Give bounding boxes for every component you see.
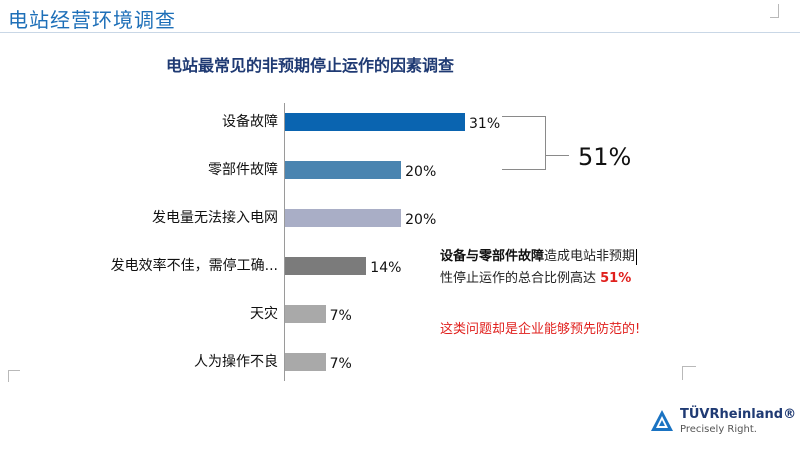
category-label: 天灾: [250, 306, 278, 322]
company-logo: TÜVRheinland® Precisely Right.: [650, 405, 796, 441]
logo-tagline: Precisely Right.: [680, 424, 757, 435]
bar: [285, 161, 402, 179]
category-label: 发电效率不佳，需停工确...: [110, 258, 278, 274]
bracket-bottom: [502, 169, 546, 170]
title-divider: [0, 32, 800, 33]
warning-text: 这类问题却是企业能够预先防范的!: [440, 322, 641, 337]
bar: [285, 353, 326, 371]
note-line-2: 性停止运作的总合比例高达 51%: [440, 268, 700, 290]
note-bold: 设备与零部件故障: [440, 249, 545, 264]
bracket-vertical: [545, 116, 546, 170]
corner-mark: [770, 17, 779, 18]
value-label: 20%: [405, 212, 437, 228]
category-label: 设备故障: [222, 114, 278, 130]
value-label: 7%: [329, 308, 352, 324]
value-label: 20%: [405, 164, 437, 180]
category-label: 人为操作不良: [194, 354, 278, 370]
corner-mark: [8, 370, 20, 371]
bracket-top: [502, 116, 546, 117]
note-text-1: 造成电站非预期: [544, 249, 636, 264]
corner-mark: [8, 370, 9, 382]
note-box: 设备与零部件故障造成电站非预期 性停止运作的总合比例高达 51%: [440, 246, 700, 290]
corner-mark: [682, 366, 683, 380]
logo-name: TÜVRheinland®: [680, 407, 797, 422]
bar: [285, 209, 402, 227]
note-text-2: 性停止运作的总合比例高达: [440, 271, 601, 286]
category-label: 发电量无法接入电网: [152, 210, 278, 226]
chart-title: 电站最常见的非预期停止运作的因素调查: [165, 56, 454, 75]
tuv-triangle-icon: [651, 410, 673, 431]
bracket-connector: [545, 155, 569, 156]
bar: [285, 257, 367, 275]
value-label: 14%: [370, 260, 402, 276]
value-label: 7%: [329, 356, 352, 372]
bar: [285, 113, 465, 131]
slide-title: 电站经营环境调查: [8, 8, 176, 32]
note-pct: 51%: [600, 271, 632, 286]
note-line-1: 设备与零部件故障造成电站非预期: [440, 246, 700, 268]
bar: [285, 305, 326, 323]
corner-mark: [778, 4, 779, 18]
value-label: 31%: [469, 116, 501, 132]
category-label: 零部件故障: [208, 162, 278, 178]
corner-mark: [682, 366, 696, 367]
text-cursor: [636, 248, 638, 265]
bracket-total: 51%: [578, 143, 632, 171]
category-axis: [284, 103, 285, 381]
